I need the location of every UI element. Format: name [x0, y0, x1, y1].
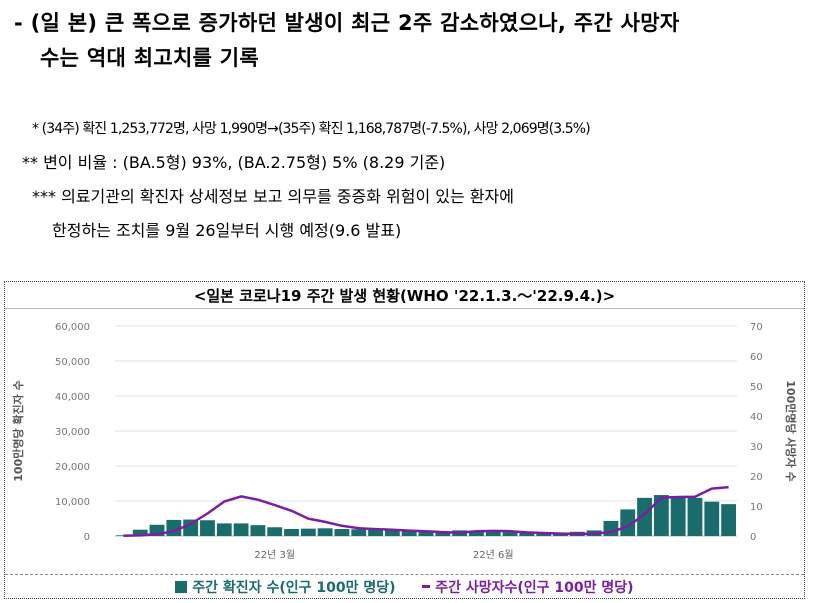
x-tick-label: 22년 3월	[254, 549, 295, 561]
legend-divider	[5, 574, 804, 575]
y-right-tick-label: 60	[750, 352, 763, 363]
legend-label-cases: 주간 확진자 수(인구 100만 명당)	[192, 580, 396, 596]
bar-cases	[418, 530, 434, 536]
bar-cases	[687, 497, 703, 536]
x-tick-label: 22년 6월	[473, 549, 514, 561]
line-deaths	[123, 485, 729, 537]
bar-cases	[317, 528, 333, 536]
note-reporting-policy: *** 의료기관의 확진자 상세정보 보고 의무를 중증화 위험이 있는 환자에	[32, 187, 514, 206]
bar-cases	[519, 532, 535, 536]
bar-cases	[300, 528, 316, 536]
legend-swatch-deaths	[422, 585, 431, 588]
y-left-axis-title: 100만명당 확진자 수	[11, 380, 25, 481]
bar-cases	[216, 523, 232, 536]
bar-cases	[200, 520, 215, 536]
bar-cases	[149, 524, 165, 536]
bar-cases	[183, 519, 199, 536]
y-right-tick-label: 70	[750, 322, 763, 333]
chart-title: <일본 코로나19 주간 발생 현황(WHO '22.1.3.～'22.9.4.…	[193, 287, 616, 305]
bar-cases	[620, 509, 636, 536]
y-left-tick-label: 0	[84, 532, 90, 543]
y-left-tick-label: 60,000	[55, 322, 90, 333]
bar-cases	[653, 495, 669, 536]
y-right-tick-label: 10	[750, 502, 763, 513]
chart-panel: <일본 코로나19 주간 발생 현황(WHO '22.1.3.～'22.9.4.…	[4, 281, 805, 599]
heading-line-2: 수는 역대 최고치를 기록	[40, 46, 260, 70]
legend-swatch-cases	[175, 581, 188, 593]
bar-cases	[351, 529, 367, 536]
y-right-tick-label: 0	[750, 532, 756, 543]
y-right-tick-label: 50	[750, 382, 763, 393]
legend-label-deaths: 주간 사망자수(인구 100만 명당)	[435, 580, 634, 596]
bar-cases	[132, 529, 148, 536]
bar-cases	[485, 531, 501, 536]
bar-cases	[284, 529, 299, 536]
bar-cases	[250, 525, 266, 536]
bar-cases	[536, 532, 552, 536]
bar-cases	[368, 529, 383, 536]
heading-line-1: - (일 본) 큰 폭으로 증가하던 발생이 최근 2주 감소하였으나, 주간 …	[14, 11, 680, 35]
bar-cases	[704, 501, 720, 536]
y-right-axis-title: 100만명당 사망자 수	[784, 380, 798, 481]
y-left-tick-label: 30,000	[55, 427, 90, 438]
weekly-cases-deaths-chart: 0 10,000 20,000 30,000 40,000 50,000 60,000 0 10…	[11, 322, 798, 561]
bar-cases	[469, 530, 484, 536]
chart-legend: 주간 확진자 수(인구 100만 명당) 주간 사망자수(인구 100만 명당)	[5, 577, 804, 597]
note-weekly-stats: * (34주) 확진 1,253,772명, 사망 1,990명→(35주) 확…	[32, 121, 591, 137]
bar-cases	[721, 504, 736, 536]
y-left-tick-label: 50,000	[55, 357, 90, 368]
y-right-tick-label: 30	[750, 442, 763, 453]
bar-cases	[267, 527, 283, 536]
note-reporting-policy-cont: 한정하는 조치를 9월 26일부터 시행 예정(9.6 발표)	[52, 221, 402, 240]
bar-cases	[233, 523, 249, 536]
y-right-tick-label: 20	[750, 472, 763, 483]
y-left-tick-label: 40,000	[55, 392, 90, 403]
y-left-tick-label: 20,000	[55, 462, 90, 473]
bar-cases	[502, 532, 518, 536]
y-right-tick-label: 40	[750, 412, 763, 423]
chart-title-divider	[5, 308, 804, 309]
bar-cases	[435, 531, 451, 536]
bar-cases	[670, 497, 686, 536]
bar-cases	[334, 529, 350, 536]
bar-cases	[384, 530, 400, 536]
section-heading: - (일 본) 큰 폭으로 증가하던 발생이 최근 2주 감소하였으나, 주간 …	[14, 6, 679, 76]
bar-cases	[637, 497, 652, 536]
y-left-tick-label: 10,000	[55, 497, 90, 508]
bar-cases	[401, 530, 417, 536]
notes-block: * (34주) 확진 1,253,772명, 사망 1,990명→(35주) 확…	[22, 112, 591, 248]
note-variant-ratio: ** 변이 비율 : (BA.5형) 93%, (BA.2.75형) 5% (8…	[22, 153, 446, 172]
